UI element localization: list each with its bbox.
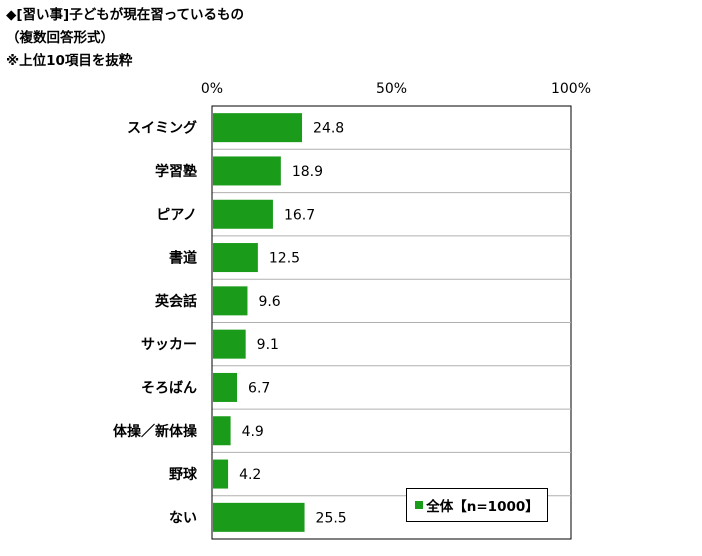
bar	[213, 156, 281, 186]
data-label: 12.5	[269, 251, 300, 267]
data-label: 24.8	[313, 121, 344, 137]
x-tick-label: 100%	[551, 81, 591, 97]
category-label: サッカー	[141, 337, 197, 353]
chart-title: ◆[習い事]子どもが現在習っているもの	[6, 7, 245, 23]
chart-title-block: ◆[習い事]子どもが現在習っているもの （複数回答形式） ※上位10項目を抜粋	[6, 4, 244, 73]
bar	[213, 459, 229, 489]
data-label: 4.9	[242, 424, 264, 440]
chart-note: ※上位10項目を抜粋	[6, 53, 133, 69]
data-label: 4.2	[239, 467, 261, 483]
category-label: 英会話	[154, 293, 197, 310]
bar	[213, 372, 238, 402]
chart-subtitle: （複数回答形式）	[6, 30, 114, 46]
data-label: 6.7	[248, 380, 270, 396]
category-label: 学習塾	[155, 163, 197, 180]
legend: 全体【n=1000】	[406, 488, 548, 522]
data-label: 9.6	[258, 294, 280, 310]
bar	[213, 243, 258, 273]
data-label: 16.7	[284, 207, 315, 223]
category-label: ない	[169, 510, 197, 526]
bar	[213, 502, 305, 532]
bar	[213, 199, 273, 229]
bar	[213, 416, 231, 446]
legend-swatch	[415, 501, 424, 509]
bar	[213, 286, 248, 316]
category-label: 野球	[169, 466, 198, 483]
category-label: 書道	[169, 250, 197, 267]
data-label: 9.1	[257, 337, 279, 353]
bar	[213, 113, 303, 143]
category-label: 体操／新体操	[113, 423, 198, 440]
legend-label: 全体【n=1000】	[426, 499, 539, 515]
bar	[213, 329, 246, 359]
category-label: そろばん	[141, 380, 197, 396]
data-label: 25.5	[316, 510, 347, 526]
x-tick-label: 50%	[376, 81, 407, 97]
data-label: 18.9	[292, 164, 323, 180]
x-tick-label: 0%	[201, 81, 223, 97]
category-label: スイミング	[127, 120, 197, 137]
category-label: ピアノ	[156, 207, 197, 223]
